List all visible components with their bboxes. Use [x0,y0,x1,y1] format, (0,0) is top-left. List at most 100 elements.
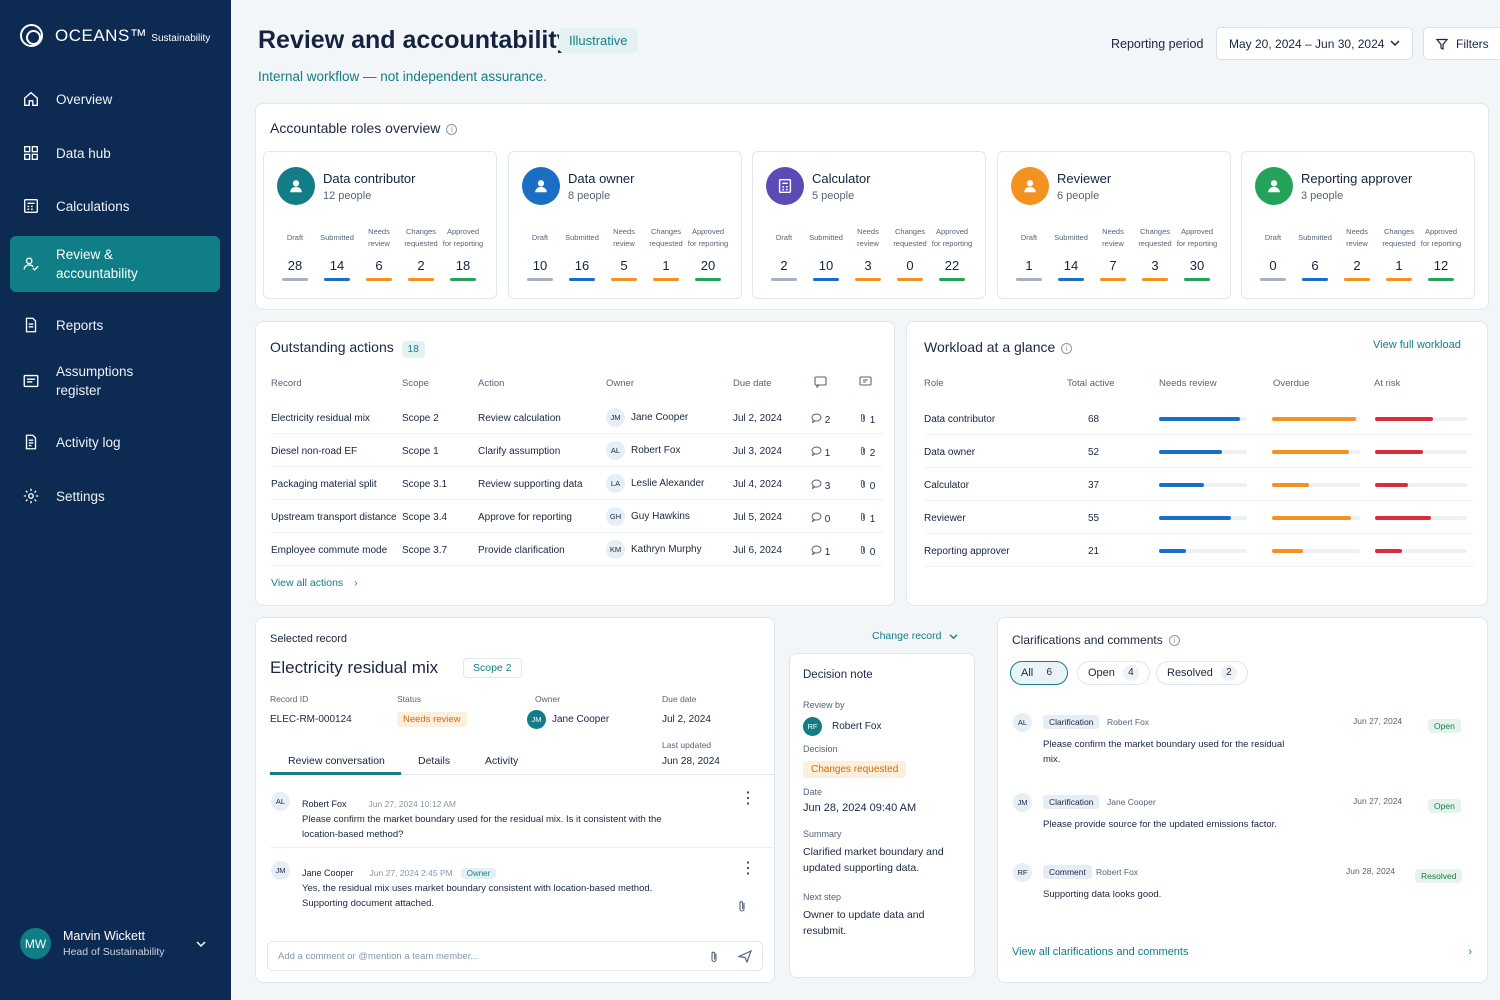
brand-logo[interactable]: OCEANS™ Sustainability [20,24,210,47]
stat-bar [695,278,721,281]
more-options-icon[interactable]: ⋮ [740,790,756,807]
comments-cell[interactable]: 1 [811,446,830,459]
clarification-item[interactable]: JM Clarification Jane Cooper Jun 27, 2024 Op… [1013,793,1473,853]
table-row[interactable]: Electricity residual mix Scope 2 Review ca… [271,401,883,434]
filter-open[interactable]: Open 4 [1077,661,1150,685]
action-cell: Review supporting data [478,479,583,490]
info-icon[interactable]: i [446,124,458,135]
table-row[interactable]: Packaging material split Scope 3.1 Review … [271,467,883,500]
table-row[interactable]: Reviewer 55 [924,501,1474,534]
table-row[interactable]: Employee commute mode Scope 3.7 Provide cl… [271,533,883,566]
user-profile[interactable]: MW Marvin Wickett Head of Sustainability [20,928,165,959]
nav-overview[interactable]: Overview [10,85,220,113]
view-full-workload-link[interactable]: View full workload [1373,339,1461,351]
more-options-icon[interactable]: ⋮ [740,860,756,877]
clarification-date: Jun 27, 2024 [1353,716,1403,726]
page-subtitle: Internal workflow — not independent assu… [258,69,547,84]
attachments-cell[interactable]: 0 [859,545,875,558]
roles-overview-title: Accountable roles overview i [270,120,458,136]
tab-activity[interactable]: Activity [485,755,519,767]
attachment-icon [861,413,865,422]
change-record-button[interactable]: Change record [872,630,958,642]
clarification-item[interactable]: AL Clarification Robert Fox Jun 27, 2024 Ope… [1013,713,1473,773]
clarification-item[interactable]: RF Comment Robert Fox Jun 28, 2024 Resolved S… [1013,863,1473,923]
workload-bar-track [1272,450,1360,454]
attachments-cell[interactable]: 2 [859,446,875,459]
comments-count: 3 [824,481,831,492]
stat-value: 6 [375,258,383,273]
role-people-count: 3 people [1301,190,1344,202]
stat-label: Submitted [809,233,843,242]
attachments-cell[interactable]: 0 [859,479,875,492]
workload-bar-track [1375,516,1467,520]
info-icon[interactable]: i [1168,635,1180,646]
calculator-icon [24,199,38,213]
due-cell: Jul 6, 2024 [733,545,782,556]
divider [270,847,775,848]
table-row[interactable]: Data owner 52 [924,435,1474,468]
chevron-right-icon: › [1468,946,1472,958]
status-badge: Needs review [397,712,467,727]
workload-bar-track [1159,417,1247,421]
total-active-cell: 68 [1088,414,1100,425]
clarification-type: Clarification [1043,795,1100,809]
comment-input[interactable]: Add a comment or @mention a team member.… [267,941,763,971]
attachment-icon[interactable] [737,900,747,913]
nav-review-accountability[interactable]: Review & accountability [10,236,220,292]
role-card[interactable]: Data owner 8 people Draft 10 Submitted 16 Need… [508,151,742,299]
role-card[interactable]: Data contributor 12 people Draft 28 Submitte… [263,151,497,299]
reporting-period-select[interactable]: May 20, 2024 – Jun 30, 2024 [1216,27,1413,60]
outstanding-actions-title: Outstanding actions 18 [270,339,425,358]
role-stat: Needs review 7 [1092,226,1134,281]
nav-reports[interactable]: Reports [10,311,220,339]
table-row[interactable]: Diesel non-road EF Scope 1 Clarify assumpt… [271,434,883,467]
stat-label: Approved for reporting [1176,227,1218,248]
attachments-cell[interactable]: 1 [859,413,875,426]
info-icon[interactable]: i [1061,343,1073,354]
role-stat: Approved for reporting 22 [931,226,973,281]
comment-icon [811,479,822,490]
stat-value: 2 [780,258,788,273]
nav-data-hub[interactable]: Data hub [10,139,220,167]
outstanding-count-badge: 18 [401,341,425,358]
table-row[interactable]: Calculator 37 [924,468,1474,501]
nav-assumptions-register[interactable]: Assumptions register [10,361,220,401]
nav-settings[interactable]: Settings [10,482,220,510]
stat-value: 3 [1151,258,1159,273]
clarification-author: Robert Fox [1107,717,1150,727]
role-card[interactable]: Calculator 5 people Draft 2 Submitted 10 Needs… [752,151,986,299]
workload-bar-needs-review [1159,417,1240,421]
send-icon[interactable] [738,950,752,963]
role-card[interactable]: Reporting approver 3 people Draft 0 Submitte… [1241,151,1475,299]
workload-bar-track [1272,483,1360,487]
stat-label: Needs review [1346,227,1368,248]
role-stat: Draft 1 [1008,226,1050,281]
chevron-down-icon[interactable] [196,940,206,948]
nav-activity-log[interactable]: Activity log [10,428,220,456]
table-row[interactable]: Upstream transport distance Scope 3.4 Appr… [271,500,883,533]
tab-review-conversation[interactable]: Review conversation [288,755,385,767]
role-stat: Changes requested 3 [1134,226,1176,281]
nav-label: Data hub [56,145,111,161]
attachment-icon[interactable] [709,950,719,964]
filter-resolved[interactable]: Resolved 2 [1156,661,1248,685]
tab-details[interactable]: Details [418,755,451,767]
filter-all[interactable]: All 6 [1010,661,1069,685]
role-card[interactable]: Reviewer 6 people Draft 1 Submitted 14 Needs r… [997,151,1231,299]
comments-cell[interactable]: 2 [811,413,830,426]
nav-label: Calculations [56,198,130,214]
nav-calculations[interactable]: Calculations [10,192,220,220]
role-stat: Submitted 14 [1050,226,1092,281]
table-row[interactable]: Reporting approver 21 [924,534,1474,567]
comments-cell[interactable]: 1 [811,545,830,558]
attachments-count: 1 [869,415,876,426]
role-stat: Changes requested 2 [400,226,442,281]
comments-cell[interactable]: 3 [811,479,830,492]
comments-cell[interactable]: 0 [811,512,830,525]
table-row[interactable]: Data contributor 68 [924,402,1474,435]
view-all-actions-link[interactable]: View all actions › [271,577,358,589]
attachments-cell[interactable]: 1 [859,512,875,525]
view-all-clarifications-link[interactable]: View all clarifications and comments › [1012,946,1472,958]
filters-button[interactable]: Filters [1423,27,1500,60]
filter-label: Resolved [1167,667,1213,679]
